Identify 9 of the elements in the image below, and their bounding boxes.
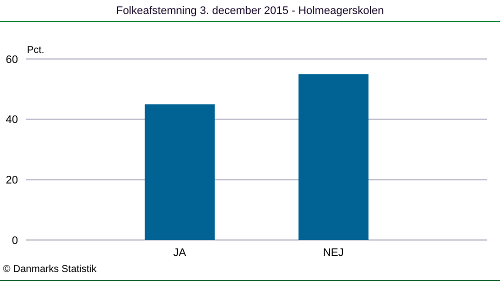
x-tick-label: NEJ	[322, 246, 344, 259]
y-tick-label: 20	[6, 174, 18, 187]
y-tick-label: 60	[6, 54, 18, 66]
y-axis-title: Pct.	[27, 45, 44, 56]
text: © Danmarks Statistik	[3, 264, 97, 275]
y-tick-label: 40	[6, 114, 18, 126]
x-tick-label: JA	[173, 246, 187, 259]
chart-title: Folkeafstemning 3. december 2015 - Holmeagerskolen	[0, 0, 500, 22]
y-tick-label: 0	[12, 234, 18, 247]
